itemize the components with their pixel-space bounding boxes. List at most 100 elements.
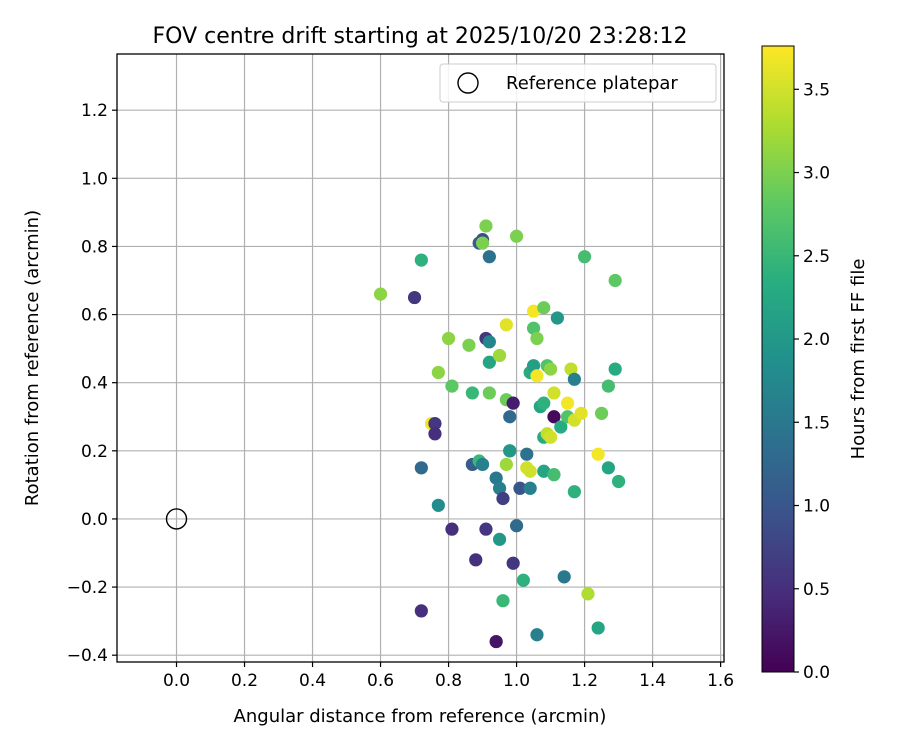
x-tick-label: 0.0 — [163, 671, 190, 691]
data-point — [611, 474, 626, 489]
reference-point-marker — [165, 508, 188, 530]
y-tick-label: 0.0 — [81, 510, 108, 530]
data-point — [537, 396, 551, 410]
data-point — [414, 253, 428, 267]
colorbar-gradient — [761, 45, 795, 673]
y-tick-label: 0.4 — [81, 374, 108, 394]
x-tick-label: 0.6 — [367, 671, 394, 691]
x-tick-label: 1.4 — [639, 671, 666, 691]
data-point — [499, 318, 513, 332]
colorbar-tick-label: 1.5 — [803, 413, 830, 433]
colorbar-tick-label: 2.5 — [803, 247, 830, 267]
data-point — [414, 461, 428, 475]
data-point — [601, 379, 615, 393]
data-point — [489, 634, 503, 649]
data-point — [550, 311, 564, 325]
data-point — [465, 386, 479, 400]
data-point — [492, 481, 507, 495]
colorbar-label: Hours from first FF file — [848, 259, 869, 460]
data-point — [503, 444, 517, 458]
x-tick-label: 1.6 — [707, 671, 734, 691]
data-point — [577, 250, 592, 264]
data-point — [428, 416, 442, 431]
x-tick-label: 0.4 — [299, 671, 326, 691]
y-tick-label: 1.2 — [81, 101, 108, 121]
colorbar-tick-label: 3.0 — [803, 164, 830, 184]
colorbar: 0.0 0.5 1.0 1.5 2.0 2.5 3.0 3.5 Hours from firs… — [761, 45, 869, 683]
data-point — [428, 427, 442, 441]
data-point — [462, 338, 476, 352]
chart-title: FOV centre drift starting at 2025/10/20 … — [153, 24, 688, 49]
data-point — [530, 369, 544, 383]
y-tick-label: −0.4 — [67, 646, 108, 666]
data-point — [520, 447, 534, 461]
data-point — [523, 464, 537, 478]
data-point — [503, 410, 517, 424]
data-point — [445, 522, 459, 536]
x-tick-label: 0.8 — [435, 671, 462, 691]
legend-label-reference: Reference platepar — [506, 73, 678, 94]
data-point — [574, 406, 588, 420]
data-point — [482, 386, 496, 400]
data-point — [608, 362, 622, 376]
colorbar-tick-label: 1.0 — [803, 497, 830, 517]
colorbar-ticks: 0.0 0.5 1.0 1.5 2.0 2.5 3.0 3.5 — [794, 80, 830, 683]
data-point — [567, 372, 581, 386]
data-point — [499, 457, 513, 472]
data-point — [608, 273, 622, 288]
data-point — [591, 621, 605, 635]
grid-lines — [117, 54, 724, 662]
data-point — [496, 594, 510, 608]
y-axis-ticks: −0.4 −0.2 0.0 0.2 0.4 0.6 0.8 1.0 1.2 — [67, 101, 117, 666]
data-point — [475, 236, 490, 250]
data-point — [530, 331, 544, 346]
data-point — [506, 396, 520, 410]
data-point — [482, 355, 496, 369]
x-tick-label: 0.2 — [231, 671, 258, 691]
plot-frame — [116, 53, 725, 663]
data-point — [445, 379, 459, 393]
data-point — [543, 430, 558, 444]
data-point — [567, 485, 581, 499]
data-point — [469, 553, 483, 567]
data-point — [441, 331, 456, 346]
colorbar-tick-label: 0.5 — [803, 580, 830, 600]
data-point — [530, 628, 544, 642]
data-point — [482, 250, 496, 264]
data-point — [554, 420, 568, 434]
data-point — [479, 219, 493, 233]
y-tick-label: 1.0 — [81, 169, 108, 189]
data-point — [414, 604, 428, 618]
data-point — [547, 410, 561, 424]
legend: Reference platepar — [439, 63, 717, 103]
data-point — [482, 335, 496, 349]
data-point — [479, 522, 493, 536]
data-point — [560, 396, 575, 410]
data-point — [431, 498, 445, 512]
data-point — [523, 481, 537, 495]
data-point — [601, 461, 615, 475]
colorbar-tick-label: 0.0 — [803, 663, 830, 683]
data-point — [526, 304, 541, 318]
data-point — [547, 468, 561, 482]
legend-box — [439, 63, 717, 103]
colorbar-tick-label: 3.5 — [803, 80, 830, 100]
x-tick-label: 1.2 — [571, 671, 598, 691]
data-point — [373, 287, 388, 301]
data-point — [496, 491, 510, 506]
x-axis-label: Angular distance from reference (arcmin) — [234, 706, 607, 727]
x-axis-ticks: 0.0 0.2 0.4 0.6 0.8 1.0 1.2 1.4 1.6 — [163, 662, 734, 691]
y-tick-label: 0.8 — [81, 237, 108, 257]
data-point — [537, 301, 551, 315]
data-point — [557, 570, 571, 584]
data-point — [547, 386, 561, 400]
data-points — [165, 219, 626, 649]
data-point — [526, 321, 541, 335]
y-tick-label: 0.6 — [81, 306, 108, 326]
y-tick-label: −0.2 — [67, 578, 108, 598]
data-point — [489, 471, 503, 485]
data-point — [492, 348, 507, 363]
data-point — [581, 587, 595, 601]
data-point — [506, 556, 520, 570]
